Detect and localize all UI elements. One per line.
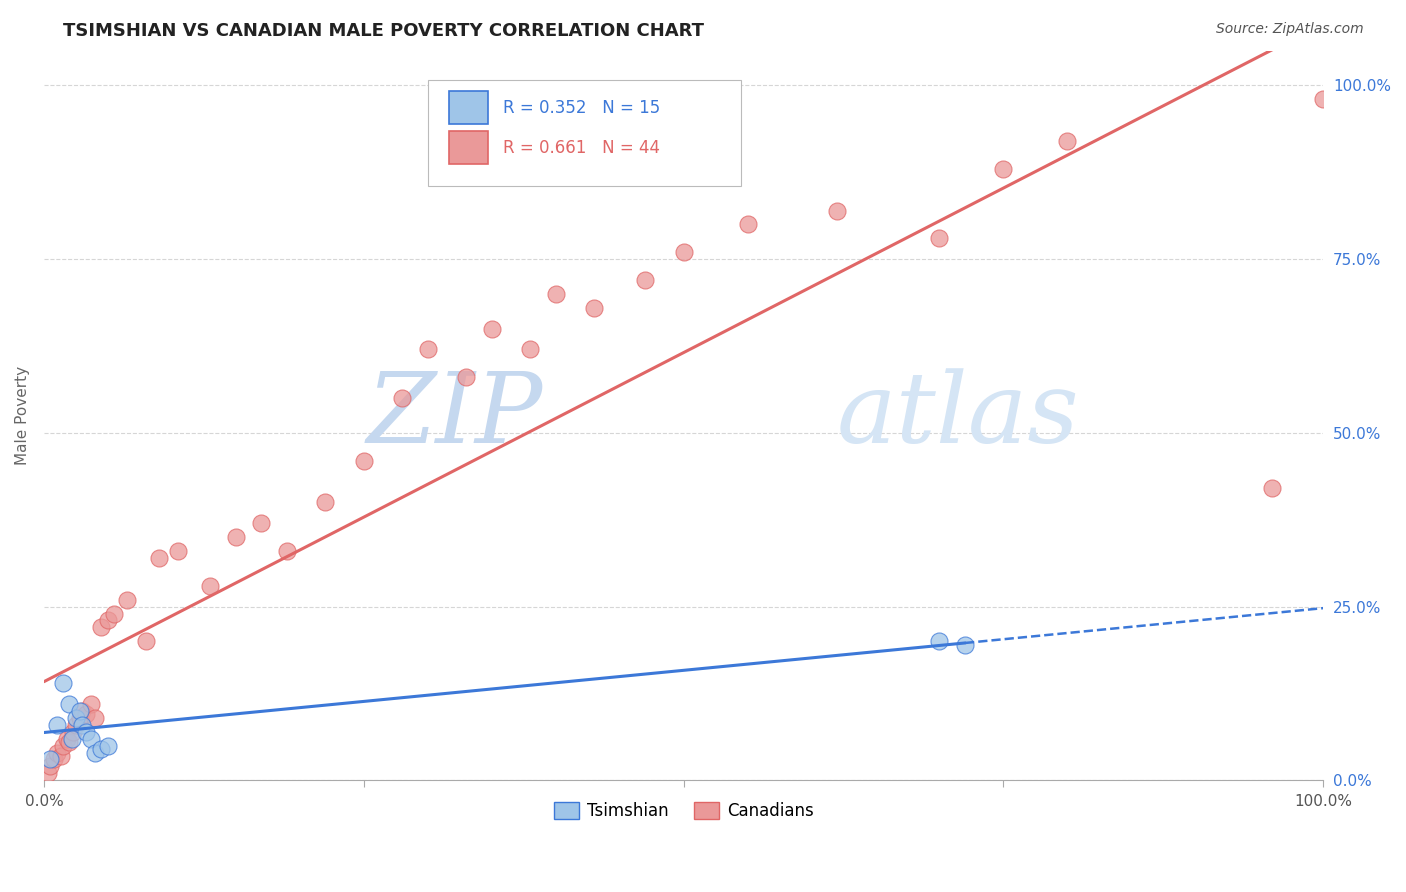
Point — [582, 301, 605, 315]
Point — [672, 245, 695, 260]
Point — [56, 731, 79, 746]
FancyBboxPatch shape — [450, 91, 488, 124]
Point — [928, 231, 950, 245]
Point — [544, 286, 567, 301]
Point — [276, 544, 298, 558]
Text: Source: ZipAtlas.com: Source: ZipAtlas.com — [1216, 22, 1364, 37]
Point — [84, 746, 107, 760]
Point — [953, 638, 976, 652]
Point — [52, 676, 75, 690]
Point — [39, 759, 62, 773]
Point — [97, 739, 120, 753]
Point — [84, 711, 107, 725]
Text: TSIMSHIAN VS CANADIAN MALE POVERTY CORRELATION CHART: TSIMSHIAN VS CANADIAN MALE POVERTY CORRE… — [63, 22, 704, 40]
Point — [167, 544, 190, 558]
Point — [825, 203, 848, 218]
Text: ZIP: ZIP — [367, 368, 543, 463]
Point — [135, 634, 157, 648]
Point — [52, 739, 75, 753]
Point — [454, 370, 477, 384]
Point — [481, 321, 503, 335]
Point — [69, 711, 91, 725]
Text: atlas: atlas — [837, 368, 1080, 463]
Point — [250, 516, 273, 531]
Point — [58, 697, 80, 711]
Point — [39, 752, 62, 766]
FancyBboxPatch shape — [427, 80, 741, 186]
Point — [103, 607, 125, 621]
Point — [58, 735, 80, 749]
Point — [37, 766, 59, 780]
Point — [75, 724, 97, 739]
Point — [75, 707, 97, 722]
Point — [314, 495, 336, 509]
Point — [80, 731, 103, 746]
Point — [72, 704, 94, 718]
Point — [200, 579, 222, 593]
Point — [90, 620, 112, 634]
Point — [148, 550, 170, 565]
Point — [1056, 134, 1078, 148]
Point — [97, 614, 120, 628]
Point — [65, 711, 87, 725]
Text: R = 0.661   N = 44: R = 0.661 N = 44 — [503, 139, 661, 157]
Point — [62, 724, 84, 739]
Point — [1261, 482, 1284, 496]
Point — [45, 746, 67, 760]
Legend: Tsimshian, Canadians: Tsimshian, Canadians — [547, 795, 820, 827]
Point — [1312, 92, 1334, 106]
Point — [225, 530, 247, 544]
Point — [80, 697, 103, 711]
Point — [993, 161, 1015, 176]
Point — [69, 704, 91, 718]
Point — [928, 634, 950, 648]
Y-axis label: Male Poverty: Male Poverty — [15, 366, 30, 465]
Point — [72, 717, 94, 731]
Point — [115, 592, 138, 607]
Point — [737, 218, 759, 232]
Point — [45, 717, 67, 731]
Point — [42, 752, 65, 766]
Text: R = 0.352   N = 15: R = 0.352 N = 15 — [503, 99, 661, 117]
Point — [353, 453, 375, 467]
Point — [416, 343, 439, 357]
Point — [60, 731, 83, 746]
Point — [65, 717, 87, 731]
Point — [391, 391, 413, 405]
Point — [519, 343, 541, 357]
Point — [90, 742, 112, 756]
Point — [634, 273, 657, 287]
Point — [49, 749, 72, 764]
FancyBboxPatch shape — [450, 131, 488, 164]
